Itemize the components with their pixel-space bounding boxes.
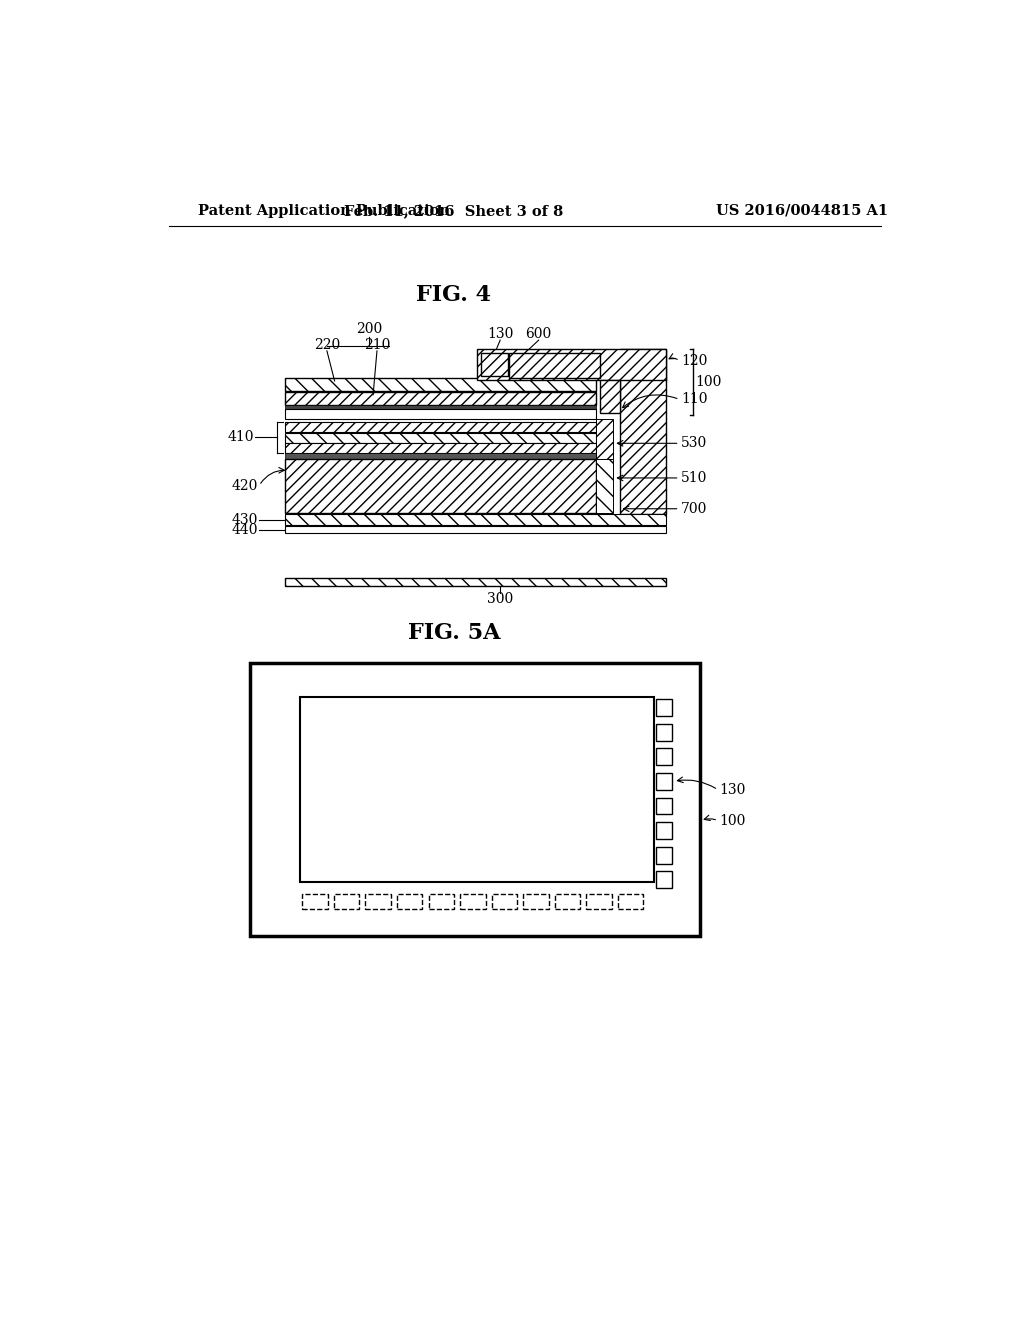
Bar [596, 418, 613, 459]
Text: 420: 420 [231, 479, 258, 492]
Bar [460, 894, 485, 909]
Bar [555, 894, 581, 909]
Bar [285, 405, 596, 409]
Bar [285, 453, 596, 459]
Text: FIG. 4: FIG. 4 [417, 285, 492, 306]
Bar [285, 378, 596, 391]
Bar [285, 525, 666, 533]
Text: 220: 220 [313, 338, 340, 351]
Bar [656, 774, 672, 789]
Bar [300, 697, 654, 882]
Bar [366, 894, 391, 909]
Bar [656, 822, 672, 840]
Text: 430: 430 [231, 512, 258, 527]
Bar [509, 354, 600, 378]
Bar [285, 409, 596, 418]
Text: 110: 110 [681, 392, 708, 407]
Bar [285, 433, 596, 442]
Bar [600, 418, 604, 512]
Text: Feb. 11, 2016  Sheet 3 of 8: Feb. 11, 2016 Sheet 3 of 8 [344, 203, 563, 218]
Text: 120: 120 [681, 354, 708, 368]
Bar [285, 422, 596, 432]
Bar [429, 894, 454, 909]
Bar [285, 392, 596, 405]
Bar [250, 663, 700, 936]
Bar [285, 459, 596, 512]
Text: 700: 700 [681, 502, 708, 516]
Bar [656, 871, 672, 888]
Bar [285, 444, 596, 453]
Bar [481, 354, 508, 376]
Bar [302, 894, 328, 909]
Text: 300: 300 [487, 591, 513, 606]
Bar [334, 894, 359, 909]
Bar [656, 847, 672, 863]
Bar [285, 515, 666, 525]
Text: Patent Application Publication: Patent Application Publication [199, 203, 451, 218]
Bar [285, 578, 666, 586]
Text: 210: 210 [364, 338, 390, 351]
Text: 200: 200 [356, 322, 382, 337]
Bar [656, 797, 672, 814]
Bar [397, 894, 422, 909]
Bar [596, 459, 613, 512]
Text: 530: 530 [681, 437, 708, 450]
Text: FIG. 5A: FIG. 5A [408, 623, 500, 644]
Text: 510: 510 [681, 471, 708, 484]
Text: 600: 600 [525, 327, 552, 341]
Bar [656, 700, 672, 715]
Text: 130: 130 [487, 327, 513, 341]
Bar [656, 748, 672, 766]
Bar [656, 723, 672, 741]
Bar [600, 380, 620, 412]
Bar [492, 894, 517, 909]
Bar [617, 894, 643, 909]
Text: 100: 100 [720, 813, 746, 828]
Text: 410: 410 [227, 430, 254, 444]
Bar [620, 350, 666, 515]
Bar [587, 894, 611, 909]
Text: 130: 130 [720, 783, 746, 797]
Text: 440: 440 [231, 523, 258, 536]
Text: US 2016/0044815 A1: US 2016/0044815 A1 [716, 203, 888, 218]
Text: 100: 100 [695, 375, 721, 388]
Bar [477, 350, 666, 380]
Bar [523, 894, 549, 909]
